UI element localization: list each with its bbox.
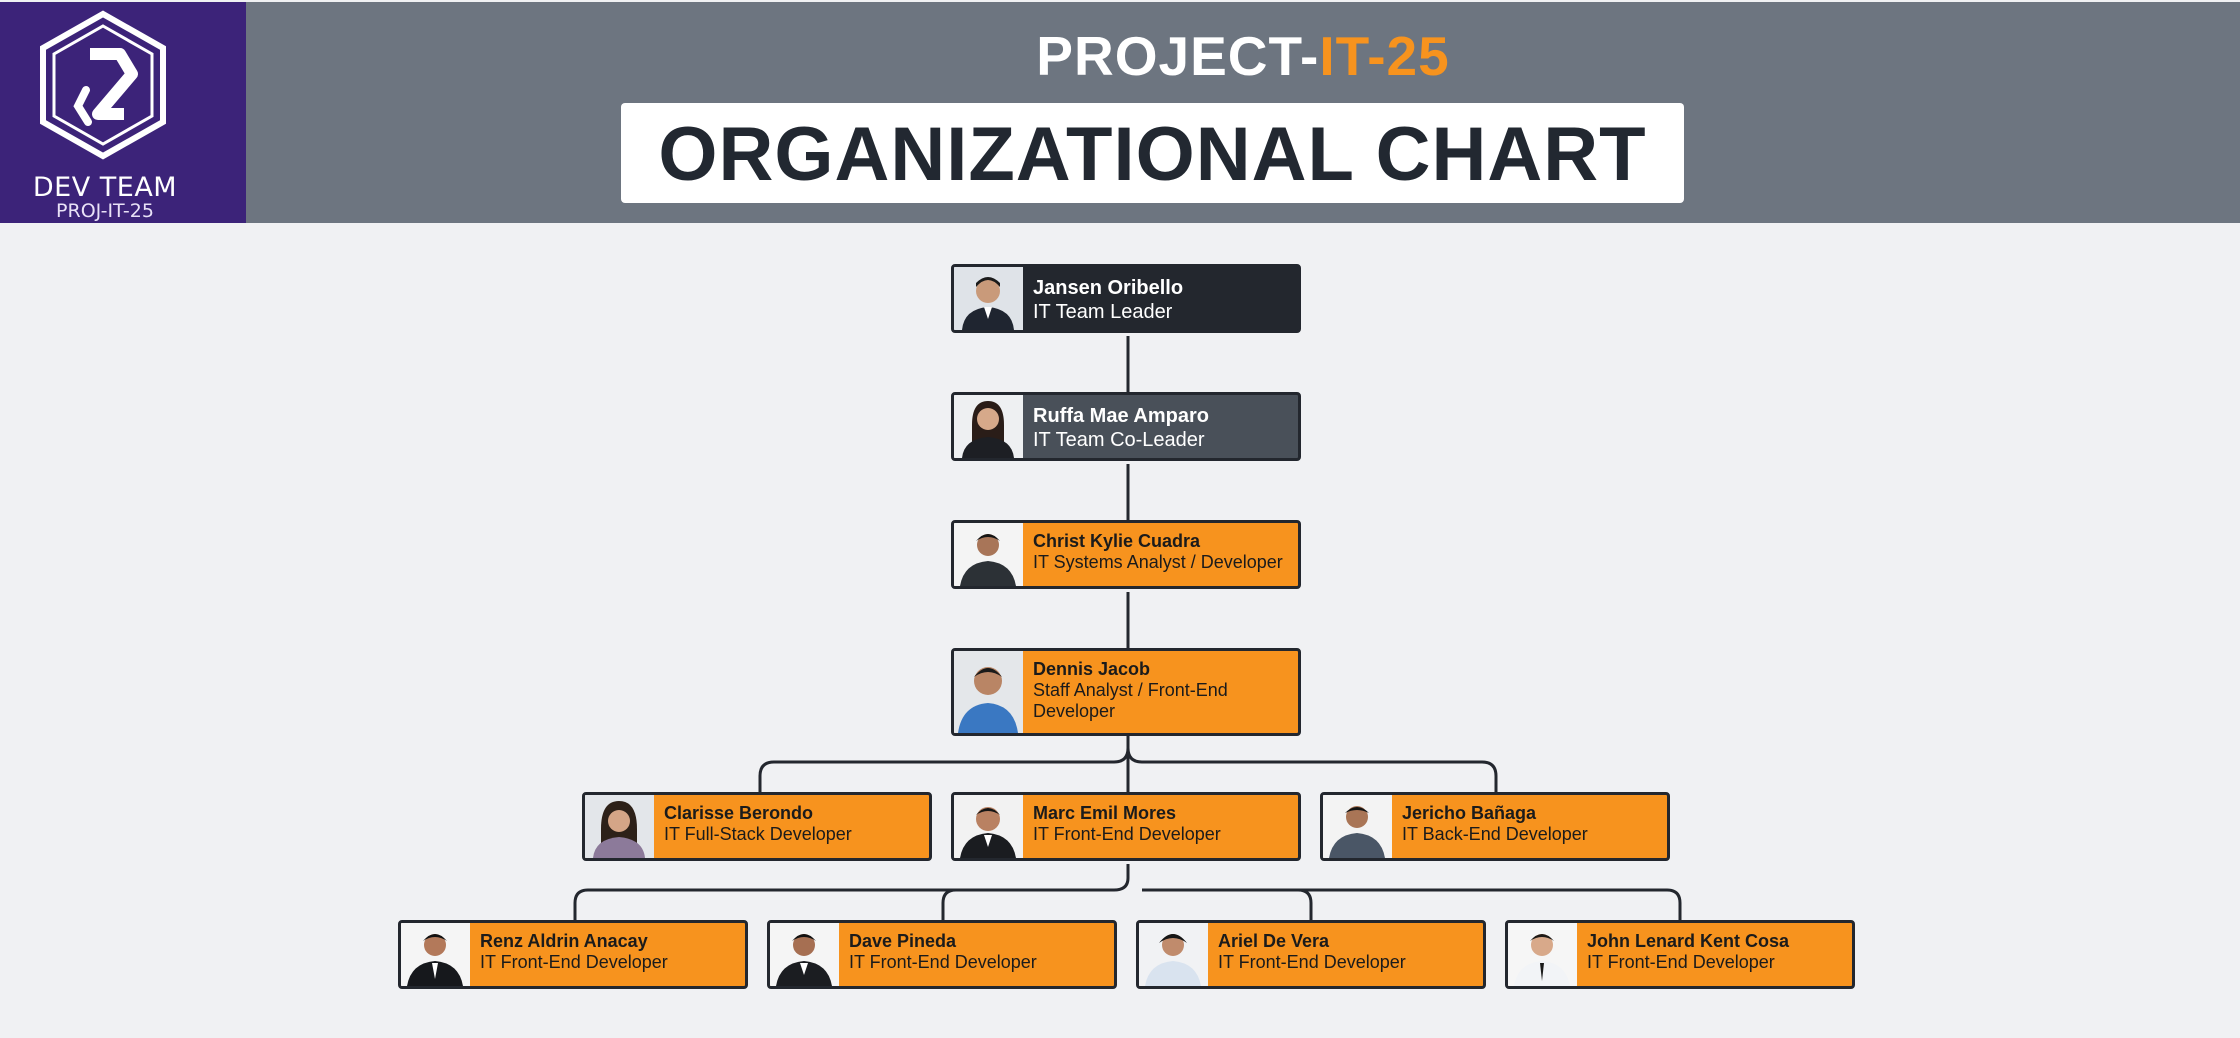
member-card-dave-pineda: Dave Pineda IT Front-End Developer [767,920,1117,989]
member-name: Ariel De Vera [1218,931,1330,951]
project-title: PROJECT-IT-25 [246,24,2240,88]
member-name: Renz Aldrin Anacay [480,931,648,951]
avatar [770,923,839,986]
project-title-accent: IT-25 [1319,25,1450,87]
member-card-marc-emil-mores: Marc Emil Mores IT Front-End Developer [951,792,1301,861]
avatar [954,523,1023,586]
member-card-dennis-jacob: Dennis Jacob Staff Analyst / Front-End De… [951,648,1301,736]
member-card-clarisse-berondo: Clarisse Berondo IT Full-Stack Developer [582,792,932,861]
member-name: Christ Kylie Cuadra [1033,531,1201,551]
member-role: IT Back-End Developer [1402,824,1588,844]
member-name: John Lenard Kent Cosa [1587,931,1790,951]
member-card-jansen-oribello: Jansen Oribello IT Team Leader [951,264,1301,333]
member-role: IT Front-End Developer [480,952,668,972]
member-card-ruffa-mae-amparo: Ruffa Mae Amparo IT Team Co-Leader [951,392,1301,461]
member-role: IT Front-End Developer [849,952,1037,972]
chart-title-box: ORGANIZATIONAL CHART [621,103,1684,203]
member-card-jericho-banaga: Jericho Bañaga IT Back-End Developer [1320,792,1670,861]
avatar [954,651,1023,733]
chart-title: ORGANIZATIONAL CHART [658,112,1647,197]
hexagon-logo-icon [40,10,166,160]
connector-dennis-row2 [758,736,1498,792]
member-card-john-lenard-kent-cosa: John Lenard Kent Cosa IT Front-End Develo… [1505,920,1855,989]
logo-team-text: DEV TEAM [32,172,178,203]
member-card-christ-kylie-cuadra: Christ Kylie Cuadra IT Systems Analyst / … [951,520,1301,589]
member-name: Jansen Oribello [1033,277,1184,299]
avatar [954,395,1023,458]
member-role: IT Front-End Developer [1033,824,1221,844]
avatar [1508,923,1577,986]
dev-team-logo: DEV TEAM PROJ-IT-25 [0,2,246,223]
avatar [954,267,1023,330]
member-name: Dennis Jacob [1033,659,1151,679]
member-card-renz-aldrin-anacay: Renz Aldrin Anacay IT Front-End Developer [398,920,748,989]
avatar [1323,795,1392,858]
member-name: Clarisse Berondo [664,803,814,823]
member-role: IT Full-Stack Developer [664,824,852,844]
connector-marc-row3 [573,864,1682,920]
member-role: IT Team Co-Leader [1033,429,1205,451]
avatar [954,795,1023,858]
member-name: Jericho Bañaga [1402,803,1537,823]
member-card-ariel-de-vera: Ariel De Vera IT Front-End Developer [1136,920,1486,989]
logo-code-text: PROJ-IT-25 [56,200,154,222]
member-role: IT Team Leader [1033,301,1173,323]
avatar [585,795,654,858]
project-title-prefix: PROJECT- [1036,25,1320,87]
member-name: Marc Emil Mores [1033,803,1177,823]
avatar [401,923,470,986]
member-role: IT Front-End Developer [1587,952,1775,972]
member-role: IT Systems Analyst / Developer [1033,552,1283,572]
member-role: Staff Analyst / Front-End Developer [1033,680,1228,721]
avatar [1139,923,1208,986]
member-name: Ruffa Mae Amparo [1033,405,1209,427]
member-name: Dave Pineda [849,931,957,951]
member-role: IT Front-End Developer [1218,952,1406,972]
